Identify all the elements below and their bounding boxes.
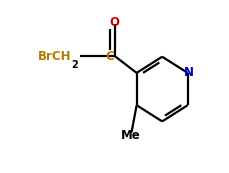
Text: 2: 2 [71,60,78,70]
Text: O: O [109,16,119,29]
Text: C: C [105,50,114,63]
Text: BrCH: BrCH [38,50,71,63]
Text: N: N [184,66,194,79]
Text: Me: Me [121,129,141,142]
